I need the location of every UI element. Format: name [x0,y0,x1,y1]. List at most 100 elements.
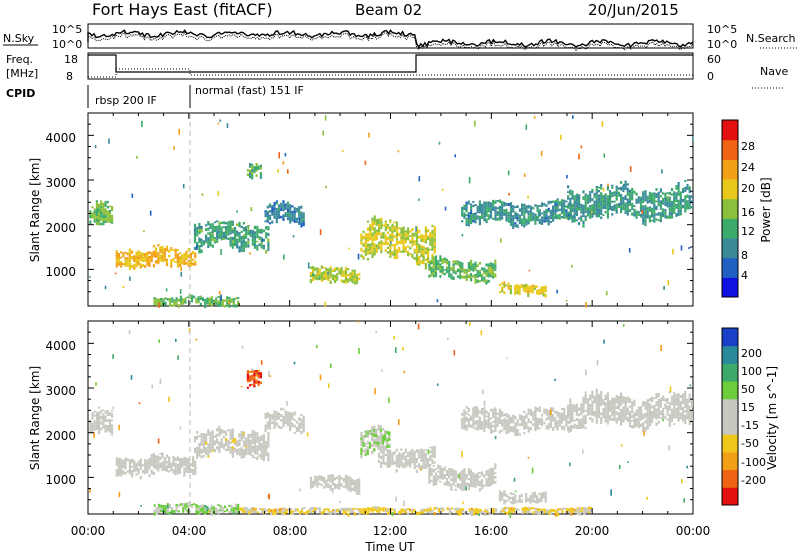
power-echo-cell [144,260,146,262]
velocity-echo-cell [420,456,422,459]
velocity-echo-cell [616,418,618,421]
power-echo-cell [218,236,220,239]
velocity-echo-cell [523,432,525,434]
power-echo-cell [238,235,240,237]
velocity-echo-cell [530,421,532,424]
velocity-echo-cell [310,510,312,513]
velocity-echo-cell [689,414,691,418]
velocity-echo-cell [165,510,167,513]
velocity-echo-cell [312,481,314,485]
power-echo-cell [576,196,578,199]
velocity-echo-cell [591,410,593,412]
velocity-echo-cell [291,413,293,416]
velocity-echo-cell [486,511,488,513]
power-echo-cell [545,217,547,220]
power-echo-cell [186,251,188,254]
power-echo-cell [532,213,534,216]
power-echo-cell [321,277,323,279]
power-echo-cell [267,206,269,209]
velocity-echo-cell [486,509,488,511]
velocity-echo-cell [265,447,267,450]
velocity-echo-cell [463,415,465,418]
velocity-echo-cell [233,507,235,509]
velocity-echo-cell [369,432,371,435]
velocity-echo-cell [138,471,140,474]
power-echo-cell [251,176,253,179]
power-echo-cell [385,242,387,245]
velocity-echo-cell [102,426,104,429]
power-echo-cell [461,210,463,213]
power-echo-cell [238,222,240,225]
velocity-echo-cell [228,505,230,507]
velocity-echo-cell [591,396,593,398]
velocity-echo-cell [503,501,505,505]
velocity-echo-cell [561,426,563,429]
velocity-echo-cell [314,508,316,511]
power-echo-cell [157,256,159,258]
velocity-echo-cell [522,511,524,514]
velocity-echo-cell [613,416,615,418]
velocity-echo-cell [494,430,496,432]
power-echo-cell [494,269,496,271]
power-echo-cell [220,302,222,304]
velocity-echo-cell [508,431,510,434]
velocity-echo-cell [596,406,598,409]
power-echo-cell [598,200,600,202]
velocity-echo-cell [207,456,209,458]
velocity-echo-cell [180,503,182,506]
velocity-echo-cell [481,421,483,424]
power-echo-cell [209,244,211,247]
power-scatter-cell [327,272,329,275]
velocity-echo-cell [513,511,515,513]
velocity-echo-cell [167,511,169,513]
velocity-echo-cell [494,414,496,416]
power-echo-cell [369,231,371,234]
velocity-echo-cell [557,424,559,427]
velocity-scatter-cell [647,497,649,500]
site-title: Fort Hays East (fitACF) [92,0,273,19]
velocity-echo-cell [211,505,213,508]
velocity-echo-cell [321,511,323,514]
velocity-echo-cell [471,508,473,510]
velocity-echo-cell [605,412,607,416]
velocity-scatter-cell [175,339,177,342]
power-echo-cell [238,239,240,241]
power-echo-cell [684,207,686,211]
velocity-echo-cell [164,466,166,468]
power-echo-cell [486,212,488,214]
velocity-scatter-cell [378,445,380,448]
power-echo-cell [607,211,609,213]
velocity-echo-cell [627,408,629,410]
power-echo-cell [488,263,490,266]
power-echo-cell [539,221,541,225]
velocity-echo-cell [389,452,391,454]
power-echo-cell [312,272,314,274]
velocity-echo-cell [330,485,332,488]
power-echo-cell [548,208,550,211]
velocity-echo-cell [576,409,578,412]
power-echo-cell [409,253,411,255]
power-echo-cell [647,207,649,210]
power-echo-cell [468,220,470,223]
velocity-echo-cell [252,446,254,450]
velocity-echo-cell [552,427,554,429]
velocity-echo-cell [400,511,402,514]
power-echo-cell [517,219,519,221]
velocity-echo-cell [258,444,260,446]
power-y-tick-2000: 2000 [45,221,76,235]
power-echo-cell [523,210,525,212]
power-echo-cell [463,216,465,219]
power-echo-cell [667,199,669,202]
power-echo-cell [196,229,198,232]
velocity-echo-cell [631,403,633,406]
velocity-echo-cell [271,416,273,418]
velocity-echo-cell [514,416,516,420]
velocity-echo-cell [642,427,644,430]
power-echo-cell [191,300,193,302]
velocity-echo-cell [405,449,407,451]
velocity-echo-cell [684,404,686,406]
power-echo-cell [435,267,437,269]
velocity-echo-cell [116,464,118,466]
velocity-echo-cell [647,422,649,425]
power-echo-cell [541,220,543,222]
